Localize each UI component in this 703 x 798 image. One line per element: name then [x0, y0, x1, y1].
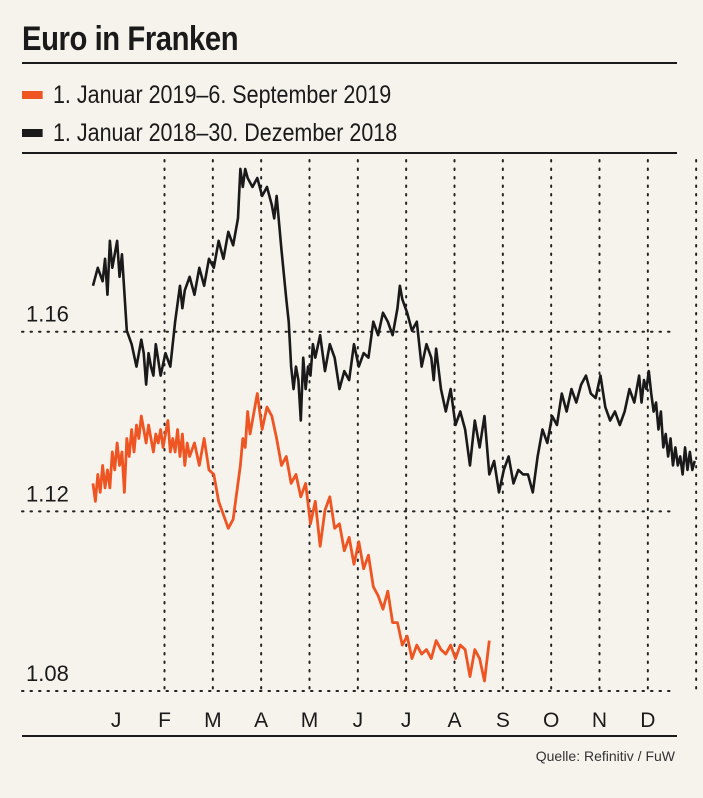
- legend-swatch-2019: [22, 91, 43, 99]
- series-line-2018: [91, 167, 696, 494]
- x-tick-label: O: [543, 709, 559, 732]
- legend-swatch-2018: [22, 129, 43, 137]
- legend-item-2018: 1. Januar 2018–30. Dezember 2018: [22, 118, 397, 148]
- y-tick-label: 1.12: [26, 481, 69, 506]
- x-tick-label: D: [640, 709, 655, 732]
- series-lines: [91, 167, 696, 683]
- x-tick-label: J: [353, 709, 364, 732]
- x-tick-label: A: [447, 709, 461, 732]
- bottom-rule: [22, 735, 677, 737]
- y-tick-label: 1.16: [26, 302, 69, 327]
- x-tick-label: M: [301, 709, 319, 732]
- chart-title: Euro in Franken: [22, 20, 239, 58]
- x-tick-label: A: [254, 709, 268, 732]
- y-tick-labels: 1.16 1.12 1.08: [26, 302, 69, 686]
- x-tick-label: N: [592, 709, 607, 732]
- source-note: Quelle: Refinitiv / FuW: [535, 748, 675, 764]
- x-tick-label: J: [111, 709, 122, 732]
- legend-rule: [22, 152, 677, 154]
- x-tick-label: S: [496, 709, 510, 732]
- x-tick-label: M: [204, 709, 222, 732]
- legend-item-2019: 1. Januar 2019–6. September 2019: [22, 80, 391, 110]
- legend-label-2018: 1. Januar 2018–30. Dezember 2018: [52, 118, 398, 147]
- title-rule: [22, 62, 677, 64]
- x-tick-label: F: [158, 709, 171, 732]
- x-tick-label: J: [401, 709, 412, 732]
- y-tick-label: 1.08: [26, 661, 69, 686]
- legend-label-2019: 1. Januar 2019–6. September 2019: [52, 80, 392, 109]
- series-line-2019: [91, 392, 491, 683]
- grid-lines: [21, 159, 698, 693]
